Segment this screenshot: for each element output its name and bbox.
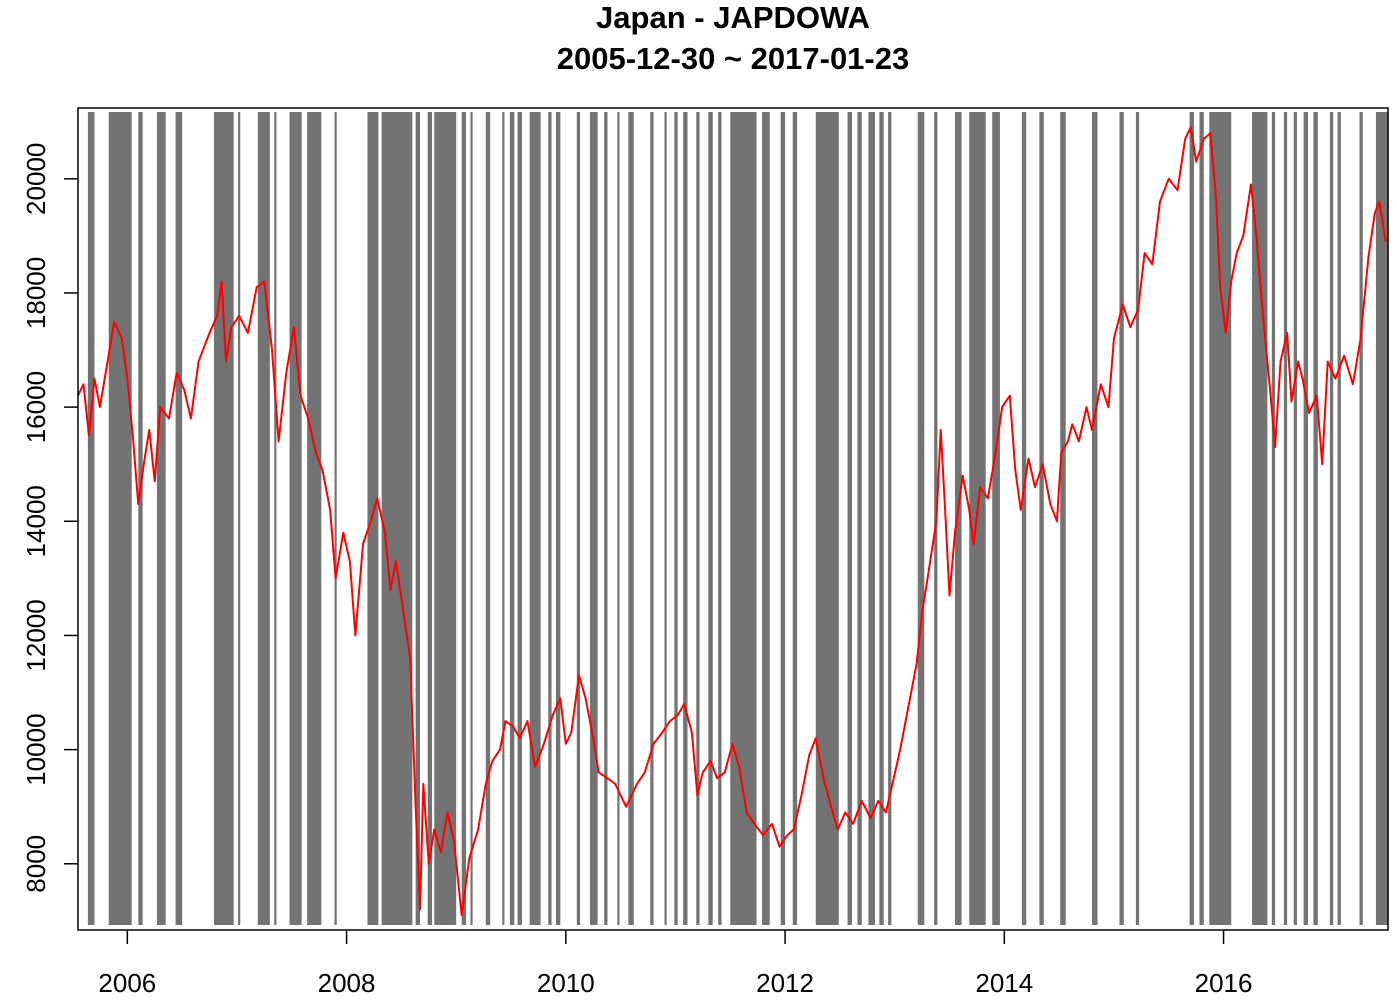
region-band (1060, 112, 1066, 925)
region-band (879, 112, 884, 925)
y-tick-label: 18000 (21, 257, 51, 329)
region-band (213, 112, 234, 925)
region-band (238, 112, 241, 925)
region-band (1021, 112, 1027, 925)
region-band (1359, 112, 1363, 925)
region-band (529, 112, 541, 925)
region-band (502, 112, 505, 925)
x-tick-label: 2016 (1195, 968, 1253, 998)
region-band (664, 112, 667, 925)
region-band (257, 112, 270, 925)
region-band (1329, 112, 1334, 925)
y-tick-label: 10000 (21, 713, 51, 785)
region-band (868, 112, 875, 925)
region-band (792, 112, 798, 925)
region-band (917, 112, 925, 925)
region-band (1135, 112, 1140, 925)
plot-area (78, 126, 1387, 917)
region-band (730, 112, 757, 925)
region-band (696, 112, 700, 925)
y-tick-label: 14000 (21, 485, 51, 557)
plot-frame (77, 107, 1389, 931)
region-band (138, 112, 143, 925)
region-band (1199, 112, 1204, 925)
region-band (307, 112, 322, 925)
region-band (1293, 112, 1298, 925)
region-band (1209, 112, 1232, 925)
chart-title: Japan - JAPDOWA (596, 0, 870, 35)
region-band (1252, 112, 1268, 925)
region-band (1337, 112, 1341, 925)
region-band (509, 112, 515, 925)
region-band (604, 112, 608, 925)
region-band (617, 112, 620, 925)
region-band (718, 112, 722, 925)
region-band (548, 112, 552, 925)
region-band (517, 112, 522, 925)
region-band (780, 112, 786, 925)
region-band (674, 112, 678, 925)
region-band (954, 112, 962, 925)
region-band (470, 112, 473, 925)
region-band (992, 112, 1000, 925)
y-tick-label: 8000 (21, 835, 51, 893)
region-band (1189, 112, 1194, 925)
y-tick-label: 12000 (21, 599, 51, 671)
x-tick-label: 2006 (98, 968, 156, 998)
x-tick-label: 2010 (537, 968, 595, 998)
region-band (156, 112, 166, 925)
y-tick-label: 16000 (21, 371, 51, 443)
region-band (108, 112, 132, 925)
region-band (415, 112, 421, 925)
region-band (87, 112, 95, 925)
region-band (708, 112, 713, 925)
region-band (485, 112, 491, 925)
region-band (175, 112, 183, 925)
region-band (1303, 112, 1308, 925)
price-line (78, 126, 1387, 917)
region-band (334, 112, 337, 925)
chart-subtitle: 2005-12-30 ~ 2017-01-23 (557, 41, 909, 76)
region-band (1375, 112, 1388, 925)
region-band (815, 112, 839, 925)
region-band (381, 112, 413, 925)
axes: 8000 10000 12000 14000 16000 18000 20000 2006 20… (21, 143, 1253, 998)
x-tick-label: 2014 (975, 968, 1033, 998)
region-band (888, 112, 892, 925)
region-band (555, 112, 561, 925)
region-band (274, 112, 277, 925)
region-band (1313, 112, 1318, 925)
region-band (367, 112, 379, 925)
y-tick-label: 20000 (21, 143, 51, 215)
region-band (650, 112, 654, 925)
x-tick-label: 2008 (318, 968, 376, 998)
region-band (427, 112, 433, 925)
region-band (1271, 112, 1276, 925)
region-band (628, 112, 634, 925)
region-band (461, 112, 467, 925)
region-band (1039, 112, 1044, 925)
region-band (1092, 112, 1098, 925)
region-band (683, 112, 688, 925)
region-band (289, 112, 302, 925)
region-band (847, 112, 852, 925)
region-band (1119, 112, 1124, 925)
region-band (576, 112, 581, 925)
regions (87, 112, 1388, 925)
region-band (434, 112, 457, 925)
region-band (1283, 112, 1288, 925)
region-band (762, 112, 770, 925)
x-tick-label: 2012 (756, 968, 814, 998)
region-band (857, 112, 862, 925)
region-band (589, 112, 598, 925)
